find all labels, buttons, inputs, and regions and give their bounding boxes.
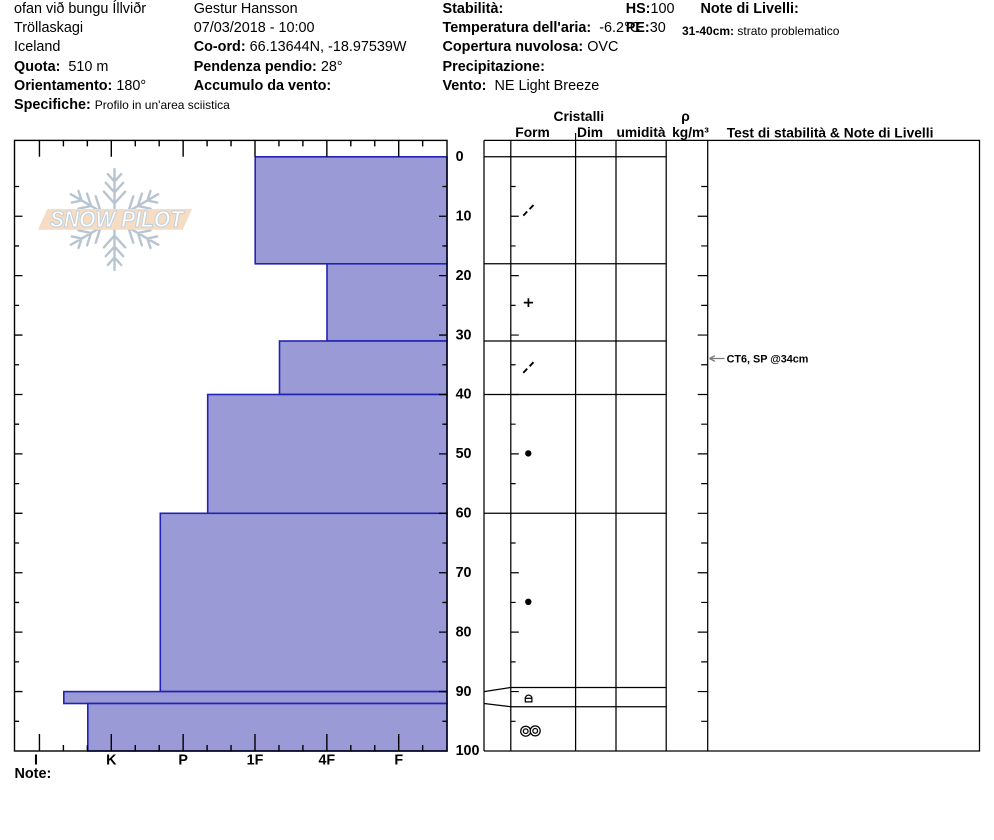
svg-text:60: 60 [456, 506, 472, 522]
svg-text:20: 20 [456, 268, 472, 284]
svg-text:CT6, SP @34cm: CT6, SP @34cm [727, 353, 809, 365]
svg-text:Cristalli: Cristalli [553, 109, 604, 124]
svg-text:ρ: ρ [681, 109, 690, 124]
svg-text:40: 40 [456, 387, 472, 403]
svg-text:50: 50 [456, 446, 472, 462]
svg-text:Dim: Dim [577, 125, 603, 140]
svg-text:Form: Form [515, 125, 550, 140]
svg-text:10: 10 [456, 208, 472, 224]
svg-text:1F: 1F [247, 752, 264, 768]
svg-text:4F: 4F [318, 752, 335, 768]
svg-text:P: P [178, 752, 188, 768]
svg-text:0: 0 [456, 149, 464, 165]
svg-text:Test di stabilità & Note di Li: Test di stabilità & Note di Livelli [727, 126, 934, 141]
svg-text:100: 100 [456, 743, 480, 759]
svg-text:K: K [106, 752, 117, 768]
svg-text:I: I [34, 752, 38, 768]
svg-text:90: 90 [456, 684, 472, 700]
svg-text:80: 80 [456, 624, 472, 640]
svg-text:30: 30 [456, 327, 472, 343]
svg-text:umidità: umidità [616, 125, 665, 140]
svg-text:70: 70 [456, 565, 472, 581]
svg-text:kg/m³: kg/m³ [672, 125, 709, 140]
svg-text:SNOW PILOT: SNOW PILOT [50, 206, 185, 232]
svg-text:F: F [394, 752, 403, 768]
